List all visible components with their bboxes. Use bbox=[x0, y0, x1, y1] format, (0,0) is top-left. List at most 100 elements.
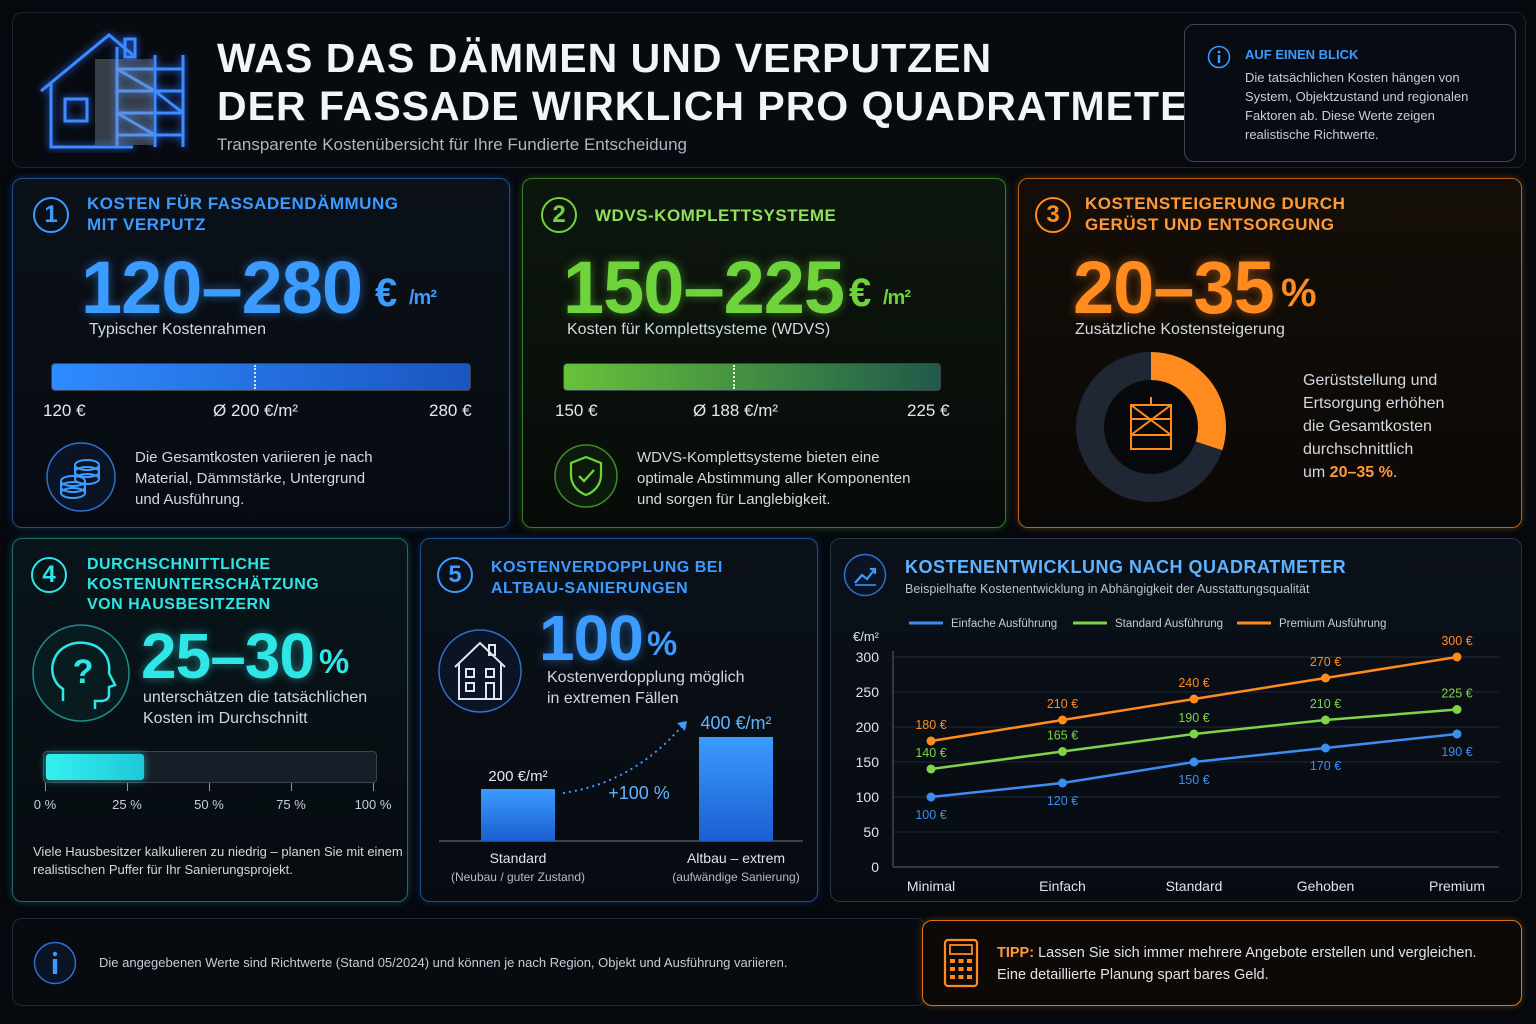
data-label: 225 € bbox=[1441, 687, 1472, 701]
data-point bbox=[926, 764, 936, 774]
panel2-number: 2 bbox=[541, 197, 577, 233]
panel3-note-text: Gerüststellung und Ertsorgung erhöhen di… bbox=[1303, 372, 1445, 481]
panel5-bar-chart: 200 €/m² Standard (Neubau / guter Zustand)… bbox=[439, 713, 803, 884]
data-label: 150 € bbox=[1178, 773, 1209, 787]
panel1-number: 1 bbox=[33, 197, 69, 233]
panel4-note: Viele Hausbesitzer kalkulieren zu niedri… bbox=[33, 844, 403, 877]
panel5-bar-label-standard: 200 €/m² bbox=[488, 768, 547, 785]
data-label: 190 € bbox=[1441, 745, 1472, 759]
y-tick-label: 0 bbox=[871, 859, 879, 875]
data-label: 170 € bbox=[1310, 759, 1341, 773]
panel5-value: 100 bbox=[539, 602, 644, 674]
data-point bbox=[1058, 715, 1067, 725]
panel1-range-bar bbox=[51, 363, 471, 391]
panel-wdvs-systems: 2 WDVS-KOMPLETTSYSTEME 150–225 € /m² Kos… bbox=[522, 178, 1006, 528]
panel4-number: 4 bbox=[31, 557, 67, 593]
panel4-unit: % bbox=[319, 643, 349, 681]
x-tick-label: Premium bbox=[1429, 878, 1485, 894]
x-tick-label: Gehoben bbox=[1297, 878, 1355, 894]
panel1-unit-sqm: /m² bbox=[409, 287, 437, 309]
panel5-bar-name-standard: Standard bbox=[490, 850, 547, 866]
panel4-caption: unterschätzen die tatsächlichen Kosten i… bbox=[143, 689, 368, 727]
tip-label: TIPP: bbox=[997, 945, 1035, 961]
panel5-bar-label-altbau: 400 €/m² bbox=[700, 713, 771, 733]
data-label: 240 € bbox=[1178, 676, 1209, 690]
panel4-bar-track bbox=[43, 751, 377, 783]
legend-label: Standard Ausführung bbox=[1115, 618, 1223, 630]
coins-icon bbox=[46, 442, 116, 512]
panel5-caption: Kostenverdopplung möglich in extremen Fä… bbox=[547, 669, 745, 707]
panel3-title: KOSTENSTEIGERUNG DURCH GERÜST UND ENTSOR… bbox=[1085, 194, 1346, 234]
panel2-range-max: 225 € bbox=[907, 401, 950, 420]
panel2-range-avg: Ø 188 €/m² bbox=[693, 401, 779, 420]
data-point bbox=[1321, 743, 1330, 753]
house-scaffold-icon bbox=[40, 33, 185, 149]
info-icon bbox=[33, 941, 77, 985]
data-label: 210 € bbox=[1047, 697, 1078, 711]
data-label: 140 € bbox=[915, 746, 946, 760]
panel2-title: WDVS-KOMPLETTSYSTEME bbox=[595, 206, 837, 225]
panel4-scale-label: 25 % bbox=[112, 797, 142, 812]
panel2-caption: Kosten für Komplettsysteme (WDVS) bbox=[567, 321, 831, 338]
panel4-scale-label: 0 % bbox=[33, 797, 57, 812]
panel5-number: 5 bbox=[437, 557, 473, 593]
donut-arc bbox=[1076, 352, 1226, 502]
data-point bbox=[1452, 705, 1462, 714]
panel-old-building: 5 KOSTENVERDOPPLUNG BEI ALTBAU-SANIERUNG… bbox=[420, 538, 818, 902]
data-label: 180 € bbox=[915, 718, 946, 732]
panel3-caption: Zusätzliche Kostensteigerung bbox=[1075, 321, 1285, 338]
chart-title: KOSTENENTWICKLUNG NACH QUADRATMETER bbox=[905, 557, 1347, 577]
cost-increase-donut bbox=[1076, 352, 1226, 502]
x-tick-label: Einfach bbox=[1039, 878, 1086, 894]
panel2-avg-marker bbox=[733, 365, 735, 389]
panel1-range-min: 120 € bbox=[43, 401, 86, 420]
data-label: 270 € bbox=[1310, 655, 1341, 669]
panel4-scale-tick bbox=[127, 783, 128, 791]
footer-disclaimer: Die angegebenen Werte sind Richtwerte (S… bbox=[12, 918, 926, 1006]
line-chart: Einfache Ausführung Standard Ausführung Pr… bbox=[853, 618, 1499, 894]
panel3-note-suffix: . bbox=[1392, 464, 1398, 481]
panel2-range-min: 150 € bbox=[555, 401, 598, 420]
panel5-arrow-head bbox=[677, 721, 687, 731]
data-point bbox=[1189, 694, 1199, 704]
panel4-bar-fill bbox=[46, 754, 145, 780]
tip-line2: Eine detaillierte Planung spart bares Ge… bbox=[997, 967, 1269, 983]
legend-label: Premium Ausführung bbox=[1279, 618, 1386, 630]
panel1-value: 120–280 bbox=[81, 246, 363, 329]
svg-text:?: ? bbox=[73, 653, 94, 691]
y-tick-label: 250 bbox=[856, 684, 880, 700]
panel2-value: 150–225 bbox=[563, 246, 845, 329]
panel4-value: 25–30 bbox=[141, 620, 315, 692]
trend-chart-icon bbox=[843, 553, 887, 597]
panel-scaffold-disposal: 3 KOSTENSTEIGERUNG DURCH GERÜST UND ENTS… bbox=[1018, 178, 1522, 528]
y-tick-label: 200 bbox=[856, 719, 880, 735]
panel4-scale-tick bbox=[291, 783, 292, 791]
panel1-avg-marker bbox=[254, 365, 256, 389]
legend-label: Einfache Ausführung bbox=[951, 618, 1057, 630]
panel1-range-max: 280 € bbox=[429, 401, 472, 420]
disclaimer-text: Die angegebenen Werte sind Richtwerte (S… bbox=[99, 955, 788, 970]
panel1-unit-euro: € bbox=[375, 271, 397, 315]
data-label: 190 € bbox=[1178, 711, 1209, 725]
info-box-title: AUF EINEN BLICK bbox=[1245, 47, 1359, 62]
data-label: 165 € bbox=[1047, 729, 1078, 743]
panel5-bar-sub-altbau: (aufwändige Sanierung) bbox=[672, 870, 799, 884]
panel5-bar-name-altbau: Altbau – extrem bbox=[687, 850, 785, 866]
data-point bbox=[1321, 673, 1330, 683]
panel1-title: KOSTEN FÜR FASSADENDÄMMUNG MIT VERPUTZ bbox=[87, 194, 399, 234]
data-label: 120 € bbox=[1047, 794, 1078, 808]
panel2-note: WDVS-Komplettsysteme bieten eine optimal… bbox=[637, 449, 911, 508]
panel3-value: 20–35 bbox=[1073, 246, 1275, 329]
data-point bbox=[1452, 652, 1462, 662]
data-label: 210 € bbox=[1310, 697, 1341, 711]
panel5-bar-altbau bbox=[699, 737, 773, 841]
panel4-scale-tick bbox=[45, 783, 46, 791]
x-tick-label: Standard bbox=[1166, 878, 1223, 894]
page-title-line1: WAS DAS DÄMMEN UND VERPUTZEN bbox=[217, 35, 993, 81]
data-point bbox=[926, 736, 936, 746]
data-point bbox=[1321, 715, 1330, 725]
panel4-scale-label: 100 % bbox=[354, 797, 392, 812]
data-point bbox=[1058, 778, 1067, 788]
panel5-title: KOSTENVERDOPPLUNG BEI ALTBAU-SANIERUNGEN bbox=[491, 559, 723, 597]
panel-cost-trend: KOSTENENTWICKLUNG NACH QUADRATMETER Beis… bbox=[830, 538, 1522, 902]
